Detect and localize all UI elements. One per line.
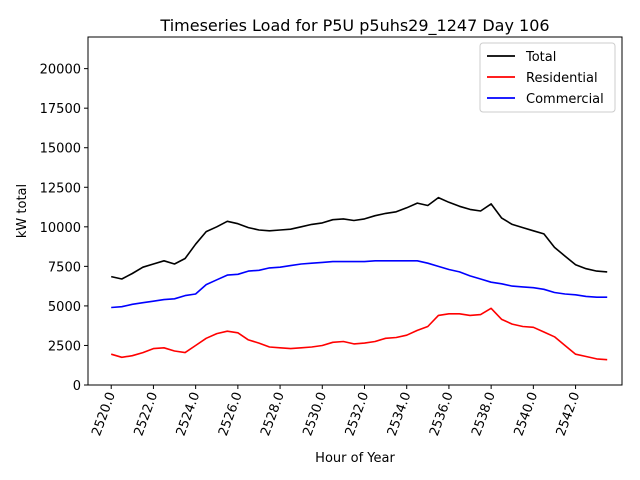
legend-label-residential: Residential bbox=[526, 71, 598, 86]
y-axis: 0 2500 5000 7500 10000 12500 15000 17500 20000 bbox=[40, 63, 88, 394]
legend: Total Residential Commercial bbox=[479, 42, 616, 113]
series-line-total bbox=[111, 196, 608, 280]
chart-title: Timeseries Load for P5U p5uhs29_1247 Day… bbox=[159, 16, 549, 36]
y-tick-label: 10000 bbox=[40, 221, 81, 236]
plot-frame bbox=[87, 36, 623, 386]
y-tick-label: 15000 bbox=[40, 142, 81, 157]
y-tick-label: 0 bbox=[73, 379, 81, 394]
y-tick-label: 5000 bbox=[48, 300, 81, 315]
legend-box bbox=[479, 42, 616, 113]
series-line-commercial bbox=[111, 259, 608, 309]
y-tick-label: 20000 bbox=[40, 63, 81, 78]
plot-area bbox=[87, 36, 623, 386]
legend-label-commercial: Commercial bbox=[526, 92, 604, 107]
y-axis-label: kW total bbox=[15, 184, 30, 238]
y-tick-label: 2500 bbox=[48, 339, 81, 354]
series-layer bbox=[110, 196, 608, 361]
x-axis-label: Hour of Year bbox=[315, 451, 395, 466]
legend-label-total: Total bbox=[525, 50, 556, 65]
y-tick-label: 7500 bbox=[48, 260, 81, 275]
y-tick-label: 17500 bbox=[40, 102, 81, 117]
y-tick-label: 12500 bbox=[40, 181, 81, 196]
series-line-residential bbox=[110, 307, 608, 361]
